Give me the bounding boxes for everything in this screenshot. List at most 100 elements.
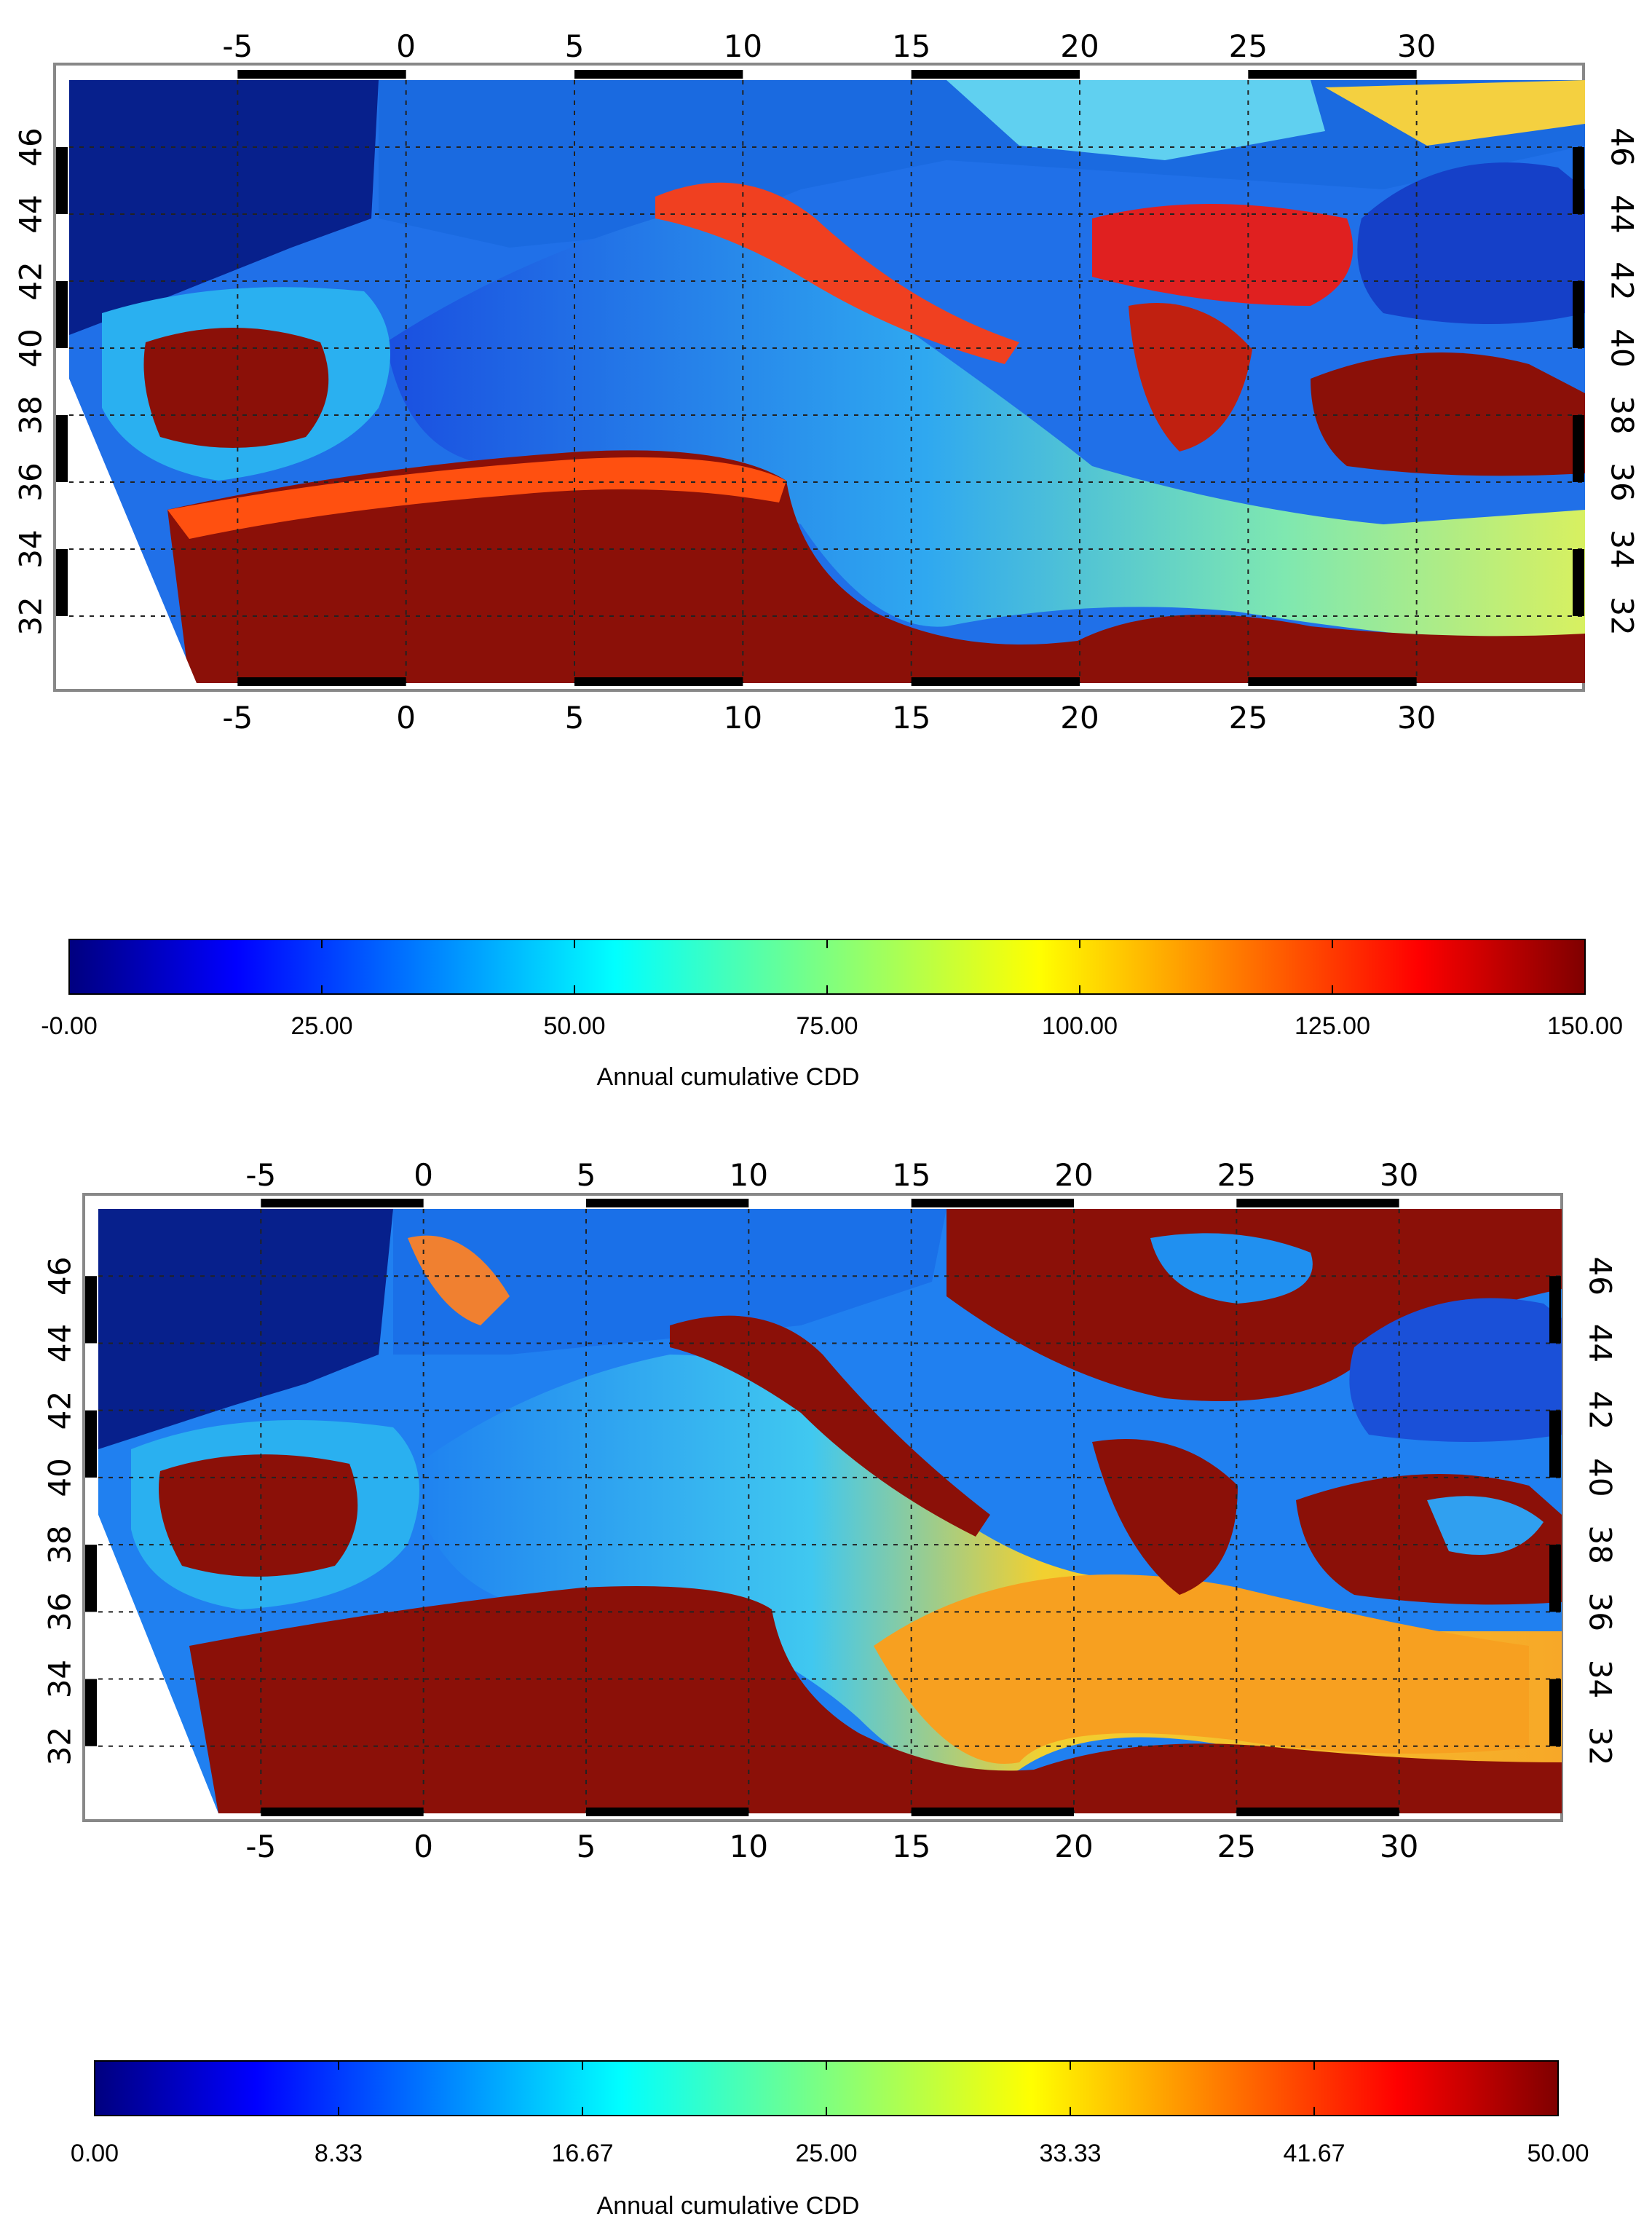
- lon-tick-label: 25: [1229, 28, 1268, 64]
- lon-tick-label: 25: [1229, 700, 1268, 736]
- gridlines: [98, 1209, 1562, 1813]
- axis-bar: [237, 677, 406, 686]
- colorbar-tick-label: 16.67: [551, 2140, 613, 2167]
- lon-tick-label: 15: [892, 1157, 930, 1193]
- axis-bar: [574, 677, 743, 686]
- colorbar-tick-label: 25.00: [795, 2140, 857, 2167]
- axis-bar: [1248, 70, 1417, 79]
- axis-bar: [1549, 1410, 1561, 1478]
- colorbar-label: Annual cumulative CDD: [597, 2192, 860, 2220]
- colorbar-bottom: 0.00 8.33 16.67 25.00 33.33 41.67 50.00 Annual…: [71, 2060, 1589, 2220]
- lon-ticks-top-edge: -5 0 5 10 15 20 25 30: [245, 1157, 1418, 1193]
- colorbar-tick-label: 100.00: [1042, 1012, 1118, 1040]
- colorbar-ramp: [68, 939, 1586, 995]
- colorbar-ticks: -0.00 25.00 50.00 75.00 100.00 125.00 150.00: [41, 939, 1623, 1040]
- lat-tick-label: 40: [1605, 328, 1640, 367]
- axis-bar: [1236, 1199, 1399, 1207]
- lon-tick-label: 5: [577, 1829, 596, 1864]
- lat-tick-label: 44: [42, 1324, 78, 1363]
- lon-tick-label: 30: [1380, 1829, 1418, 1864]
- axis-bar: [1248, 677, 1417, 686]
- axis-bar: [56, 281, 68, 348]
- lat-tick-label: 32: [42, 1727, 78, 1765]
- lon-tick-label: 0: [414, 1829, 433, 1864]
- lon-tick-label: 25: [1217, 1829, 1256, 1864]
- lon-tick-label: 5: [565, 28, 585, 64]
- lat-ticks-left-edge: 32 34 36 38 40 42 44 46: [13, 127, 49, 635]
- lon-tick-label: 30: [1380, 1157, 1418, 1193]
- lon-tick-label: 30: [1397, 28, 1436, 64]
- lat-tick-label: 32: [13, 596, 49, 635]
- lat-tick-label: 36: [42, 1593, 78, 1631]
- axis-bar: [85, 1276, 97, 1344]
- lat-tick-label: 46: [1583, 1256, 1619, 1295]
- lon-tick-label: -5: [222, 700, 253, 736]
- lon-tick-label: -5: [245, 1157, 276, 1193]
- lat-tick-label: 40: [42, 1458, 78, 1497]
- lat-tick-label: 46: [1605, 127, 1640, 166]
- lat-ticks-left-edge: 32 34 36 38 40 42 44 46: [42, 1256, 78, 1765]
- colorbar-tick-label: 41.67: [1283, 2140, 1345, 2167]
- lon-tick-label: 5: [577, 1157, 596, 1193]
- axis-bar: [1573, 415, 1584, 482]
- lat-tick-label: 36: [1605, 462, 1640, 501]
- colorbar-tick-label: 125.00: [1295, 1012, 1370, 1040]
- lat-tick-label: 44: [1605, 194, 1640, 233]
- gridlines: [69, 80, 1585, 683]
- lat-tick-label: 44: [13, 194, 49, 233]
- colorbar-tick-label: -0.00: [41, 1012, 98, 1040]
- lon-tick-label: 0: [396, 28, 416, 64]
- axis-bars: [85, 1199, 1561, 1816]
- lon-tick-label: 20: [1054, 1829, 1093, 1864]
- lon-tick-label: 10: [724, 28, 762, 64]
- axis-bar: [261, 1199, 424, 1207]
- lon-tick-label: 10: [730, 1829, 768, 1864]
- lat-ticks-right-edge: 32 34 36 38 40 42 44 46: [1605, 127, 1640, 635]
- lat-tick-label: 32: [1583, 1727, 1619, 1765]
- lat-tick-label: 42: [13, 261, 49, 300]
- lat-tick-label: 34: [42, 1660, 78, 1698]
- lat-tick-label: 40: [1583, 1458, 1619, 1497]
- lat-tick-label: 34: [1605, 529, 1640, 568]
- lat-tick-label: 38: [42, 1525, 78, 1564]
- axis-bar: [911, 677, 1080, 686]
- colorbar-tick-label: 0.00: [71, 2140, 119, 2167]
- colorbar-ramp: [94, 2060, 1559, 2116]
- axis-bar: [586, 1199, 749, 1207]
- axis-bars: [56, 70, 1584, 686]
- lon-tick-label: 0: [396, 700, 416, 736]
- colorbar-tick-label: 25.00: [291, 1012, 352, 1040]
- lon-tick-label: 25: [1217, 1157, 1256, 1193]
- lat-tick-label: 36: [13, 462, 49, 501]
- colorbar-tick-label: 50.00: [1527, 2140, 1589, 2167]
- lat-tick-label: 32: [1605, 596, 1640, 635]
- lat-tick-label: 46: [42, 1256, 78, 1295]
- axis-bar: [911, 1808, 1074, 1816]
- lat-tick-label: 34: [1583, 1660, 1619, 1698]
- lat-tick-label: 42: [42, 1391, 78, 1430]
- map-bottom: -5 0 5 10 15 20 25 30 -5 0 5 10 15 20 25 30 32 34 36 38 40…: [42, 1157, 1619, 1864]
- lon-tick-label: 15: [892, 1829, 930, 1864]
- axis-bar: [56, 549, 68, 616]
- colorbar-top: -0.00 25.00 50.00 75.00 100.00 125.00 150.00 A…: [41, 939, 1623, 1091]
- lat-tick-label: 34: [13, 529, 49, 568]
- lon-ticks-bottom-edge: -5 0 5 10 15 20 25 30: [222, 700, 1436, 736]
- lat-tick-label: 38: [1583, 1525, 1619, 1564]
- axis-bar: [911, 1199, 1074, 1207]
- colorbar-label: Annual cumulative CDD: [597, 1063, 860, 1091]
- lon-ticks-bottom-edge: -5 0 5 10 15 20 25 30: [245, 1829, 1418, 1864]
- axis-bar: [237, 70, 406, 79]
- lon-tick-label: 5: [565, 700, 585, 736]
- colorbar-ticks: 0.00 8.33 16.67 25.00 33.33 41.67 50.00: [71, 2061, 1589, 2167]
- lon-tick-label: 15: [892, 700, 930, 736]
- lat-tick-label: 36: [1583, 1593, 1619, 1631]
- axis-bar: [1573, 281, 1584, 348]
- axis-bar: [85, 1679, 97, 1746]
- axis-bar: [85, 1410, 97, 1478]
- axis-bar: [911, 70, 1080, 79]
- map-field: [98, 1209, 1562, 1813]
- lat-tick-label: 42: [1605, 261, 1640, 300]
- colorbar-tick-label: 150.00: [1547, 1012, 1623, 1040]
- colorbar-tick-label: 8.33: [315, 2140, 363, 2167]
- axis-bar: [56, 415, 68, 482]
